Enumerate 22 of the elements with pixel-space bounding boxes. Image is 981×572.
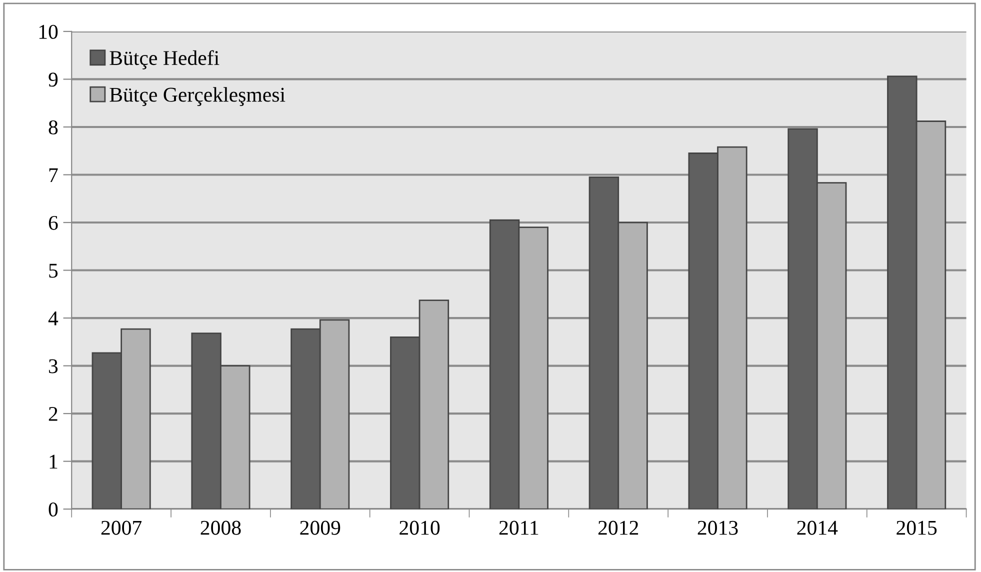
x-tick-label: 2009 [300, 520, 340, 535]
y-tick-label: 10 [39, 24, 58, 39]
y-tick-label: 5 [49, 264, 58, 278]
x-tick-label: 2012 [598, 520, 638, 535]
x-tick-label: 2011 [499, 520, 538, 535]
y-tick-label: 1 [50, 454, 58, 469]
x-tick-label: 2014 [797, 520, 838, 535]
y-tick-label: 9 [48, 72, 58, 87]
x-tick-label: 2007 [101, 520, 142, 535]
x-tick-label: 2008 [200, 520, 241, 535]
x-tick-label: 2013 [698, 520, 738, 535]
legend-label: Bütçe Hedefi [110, 50, 220, 70]
y-tick-label: 8 [48, 120, 58, 134]
y-tick-label: 3 [49, 359, 58, 374]
y-tick-label: 2 [48, 406, 58, 421]
y-tick-label: 0 [48, 502, 58, 517]
y-tick-label: 4 [48, 312, 58, 326]
y-tick-label: 7 [49, 168, 58, 182]
y-tick-label: 6 [48, 216, 58, 230]
legend-label: Bütçe Gerçekleşmesi [110, 87, 286, 106]
x-tick-label: 2010 [400, 520, 440, 535]
x-tick-label: 2015 [896, 520, 937, 535]
